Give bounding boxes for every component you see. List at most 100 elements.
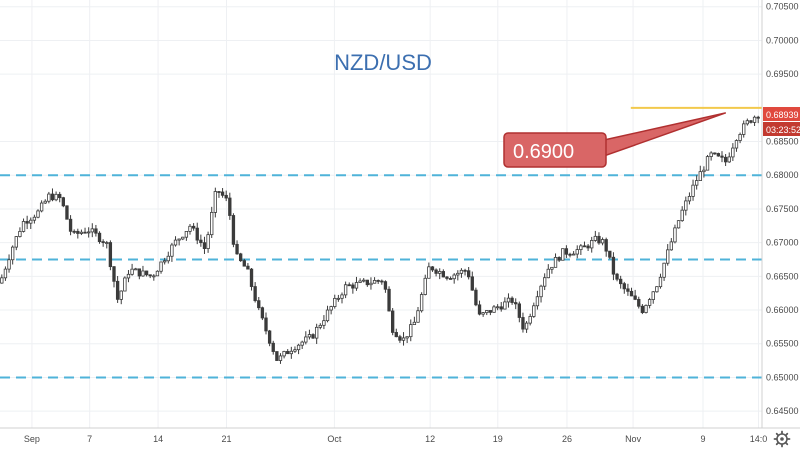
candle-up bbox=[325, 309, 330, 322]
x-tick-label: Sep bbox=[24, 434, 40, 444]
candle-up bbox=[575, 249, 579, 255]
candle-down bbox=[716, 153, 721, 157]
candle-up bbox=[126, 273, 131, 279]
candle-up bbox=[90, 228, 94, 233]
candle-down bbox=[387, 288, 391, 312]
last-price-label: 0.68939 bbox=[766, 110, 799, 120]
candle-up bbox=[550, 266, 554, 270]
candle-down bbox=[101, 241, 105, 244]
candle-down bbox=[441, 271, 446, 278]
candle-down bbox=[568, 253, 572, 256]
candle-down bbox=[238, 253, 243, 262]
candle-up bbox=[673, 227, 677, 243]
candle-up bbox=[29, 219, 33, 224]
candle-up bbox=[485, 310, 489, 314]
candle-up bbox=[188, 225, 192, 232]
candle-up bbox=[459, 269, 464, 274]
candle-up bbox=[318, 324, 322, 328]
candle-up bbox=[684, 200, 688, 211]
candle-down bbox=[720, 155, 724, 158]
candle-down bbox=[756, 116, 760, 119]
candle-up bbox=[405, 336, 409, 339]
candle-up bbox=[162, 260, 167, 263]
y-tick-label: 0.65500 bbox=[766, 339, 799, 349]
candle-down bbox=[463, 269, 467, 272]
candle-up bbox=[79, 231, 84, 234]
candle-down bbox=[629, 290, 634, 297]
candle-up bbox=[181, 236, 185, 240]
candle-down bbox=[608, 250, 612, 258]
candle-up bbox=[695, 180, 699, 186]
y-tick-label: 0.69500 bbox=[766, 69, 799, 79]
candle-up bbox=[336, 297, 341, 300]
candle-down bbox=[470, 276, 474, 291]
candle-up bbox=[32, 216, 37, 221]
x-tick-label: 26 bbox=[562, 434, 572, 444]
candle-up bbox=[452, 274, 456, 280]
candle-up bbox=[141, 270, 145, 277]
candle-down bbox=[445, 276, 449, 279]
candle-down bbox=[499, 306, 503, 310]
candle-down bbox=[582, 245, 587, 248]
candle-down bbox=[615, 273, 619, 280]
y-axis-panel[interactable] bbox=[762, 0, 800, 450]
countdown-label: 03:23:52 bbox=[766, 125, 800, 135]
countdown-tag bbox=[763, 122, 800, 136]
annotation-callout[interactable]: 0.6900 bbox=[503, 112, 727, 168]
y-tick-label: 0.64500 bbox=[766, 406, 799, 416]
x-tick-label: 21 bbox=[221, 434, 231, 444]
candle-down bbox=[148, 274, 152, 277]
candle-up bbox=[293, 349, 297, 352]
x-tick-label: 19 bbox=[493, 434, 503, 444]
candle-up bbox=[289, 350, 294, 355]
candle-up bbox=[532, 305, 536, 317]
candle-down bbox=[390, 310, 395, 333]
candle-up bbox=[593, 235, 597, 241]
candle-up bbox=[698, 171, 702, 181]
candle-down bbox=[224, 194, 228, 199]
candle-up bbox=[362, 279, 366, 282]
x-tick-label: Nov bbox=[625, 434, 642, 444]
candle-up bbox=[481, 312, 485, 315]
candle-up bbox=[372, 280, 377, 284]
candle-down bbox=[430, 266, 435, 271]
candle-down bbox=[253, 286, 257, 302]
candle-up bbox=[658, 276, 663, 288]
candle-up bbox=[184, 230, 189, 238]
candle-down bbox=[50, 193, 55, 201]
candle-down bbox=[271, 342, 275, 352]
candle-down bbox=[633, 295, 637, 300]
candle-down bbox=[510, 297, 514, 303]
candle-down bbox=[434, 269, 438, 274]
candle-up bbox=[0, 277, 4, 284]
candle-up bbox=[666, 249, 670, 264]
candle-up bbox=[47, 193, 51, 202]
candle-down bbox=[586, 245, 590, 249]
candle-up bbox=[702, 169, 706, 173]
candle-up bbox=[644, 304, 648, 313]
candle-up bbox=[506, 297, 511, 303]
callout-label: 0.6900 bbox=[513, 141, 574, 163]
candle-down bbox=[202, 242, 207, 249]
candle-up bbox=[358, 280, 362, 283]
candle-down bbox=[199, 239, 203, 244]
candle-down bbox=[191, 225, 196, 229]
candle-up bbox=[314, 326, 319, 339]
x-tick-label: 14:0 bbox=[750, 434, 768, 444]
candlestick-series bbox=[0, 115, 760, 364]
candle-up bbox=[495, 306, 500, 309]
y-tick-label: 0.70000 bbox=[766, 35, 799, 45]
candle-up bbox=[561, 248, 565, 261]
candle-down bbox=[65, 205, 69, 220]
candle-up bbox=[152, 275, 156, 278]
candle-down bbox=[611, 256, 616, 275]
candle-down bbox=[25, 221, 29, 224]
y-tick-label: 0.68000 bbox=[766, 170, 799, 180]
candle-up bbox=[296, 344, 301, 351]
candle-down bbox=[604, 239, 608, 252]
gear-icon[interactable] bbox=[773, 430, 791, 448]
candle-down bbox=[517, 303, 521, 318]
candle-up bbox=[738, 134, 742, 141]
candle-down bbox=[351, 284, 355, 289]
